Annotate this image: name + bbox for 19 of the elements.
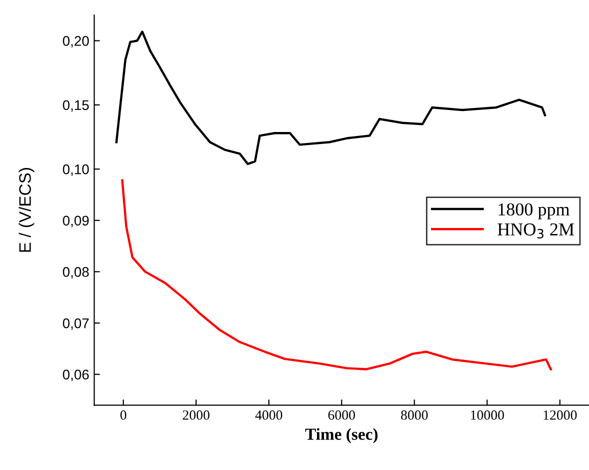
- y-tick-label: 0,09: [62, 216, 89, 228]
- line-series: [115, 30, 546, 166]
- y-tick-label: 0,06: [62, 370, 89, 382]
- y-axis-title: E / (V/ECS): [18, 168, 34, 252]
- x-tick-label: 12000: [544, 410, 577, 420]
- y-tick-label: 0,07: [62, 318, 89, 330]
- x-tick-label: 8000: [401, 410, 428, 420]
- x-tick-label: 0: [120, 410, 126, 420]
- x-tick-label: 4000: [255, 410, 282, 420]
- y-tick-label: 0,10: [62, 164, 89, 176]
- x-axis-title: Time (sec): [305, 428, 378, 444]
- legend-label: 1800 ppm: [498, 203, 570, 220]
- x-tick-label: 10000: [471, 410, 504, 420]
- legend-label: HNO$_{3}$ 2M: [498, 223, 574, 238]
- y-tick-label: 0,15: [62, 100, 89, 112]
- y-tick-label: 0,20: [62, 36, 89, 48]
- x-tick-label: 6000: [328, 410, 355, 420]
- y-tick-label: 0,08: [62, 267, 89, 279]
- x-tick-label: 2000: [182, 410, 210, 420]
